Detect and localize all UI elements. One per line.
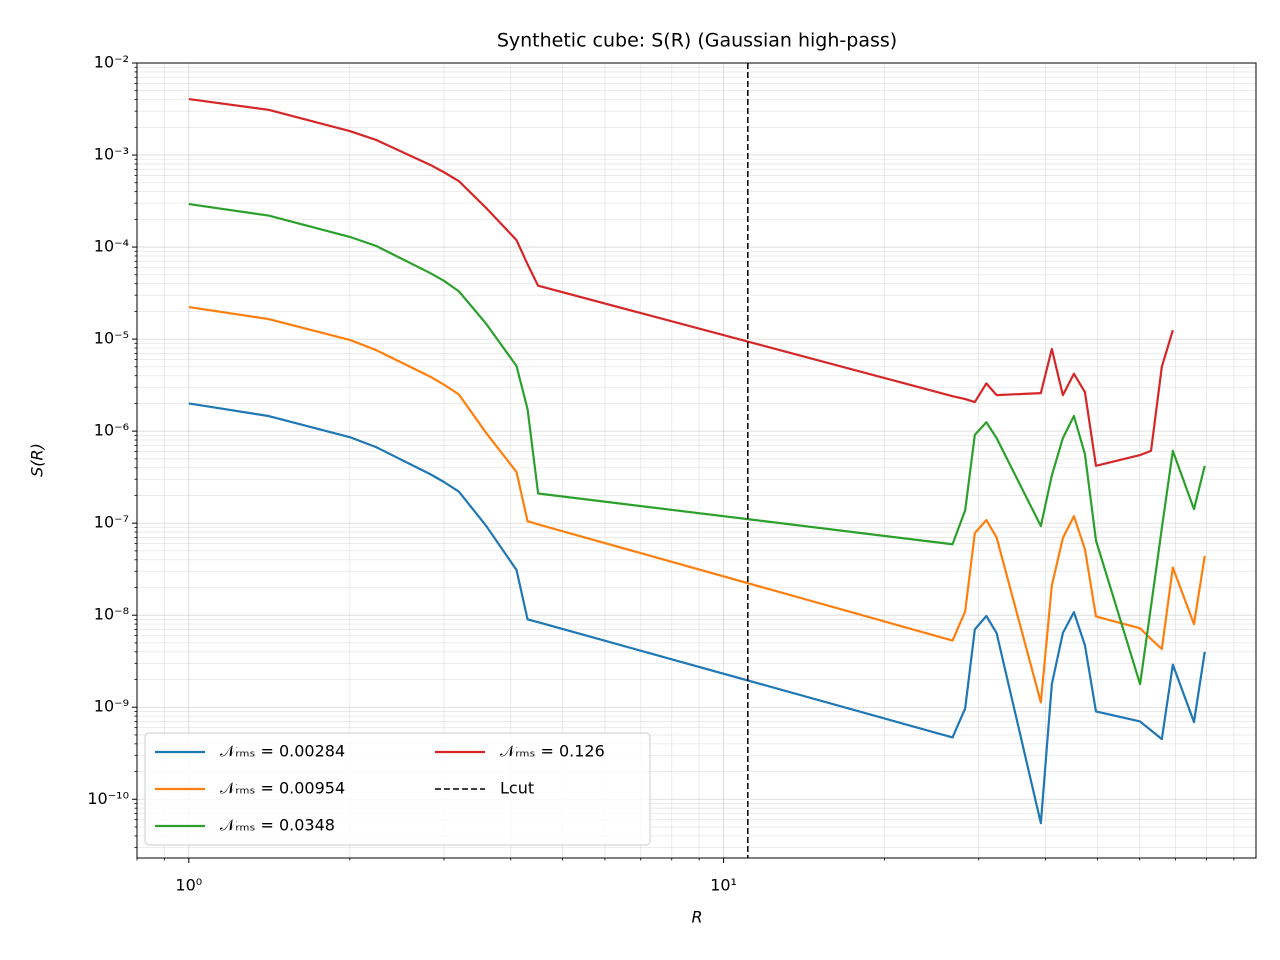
legend-box [144,732,651,846]
legend: 𝒩ᵣₘₛ = 0.00284 𝒩ᵣₘₛ = 0.00954 𝒩ᵣₘₛ = 0.034… [144,732,651,846]
chart-title: Synthetic cube: S(R) (Gaussian high-pass… [497,30,897,52]
legend-label: 𝒩ᵣₘₛ = 0.00954 [220,779,345,798]
legend-label: 𝒩ᵣₘₛ = 0.126 [500,742,605,761]
y-tick-label: 10⁻⁸ [94,605,129,624]
series-line [188,402,1206,825]
y-tick-label: 10⁻⁶ [94,421,129,440]
legend-label: 𝒩ᵣₘₛ = 0.00284 [220,742,345,761]
axes-frame [136,62,1257,859]
y-tick-label: 10⁻⁴ [94,237,129,256]
y-tick-label: 10⁻⁷ [94,513,129,532]
series-line [188,97,1174,467]
y-tick-label: 10⁻⁹ [94,697,129,716]
y-tick-label: 10⁻³ [94,145,129,164]
series-line [188,305,1206,704]
y-tick-label: 10⁻² [94,53,129,72]
series-line [188,203,1206,686]
x-tick-label: 10⁰ [175,876,202,895]
legend-label: Lcut [500,779,534,798]
plot-area [188,63,1206,858]
y-axis-label: S(R) [28,443,47,477]
y-tick-label: 10⁻⁵ [94,329,129,348]
x-tick-label: 10¹ [710,876,737,895]
legend-label: 𝒩ᵣₘₛ = 0.0348 [220,816,335,835]
grid [132,62,1256,863]
x-axis-label: R [691,908,702,927]
y-tick-label: 10⁻¹⁰ [87,789,129,808]
